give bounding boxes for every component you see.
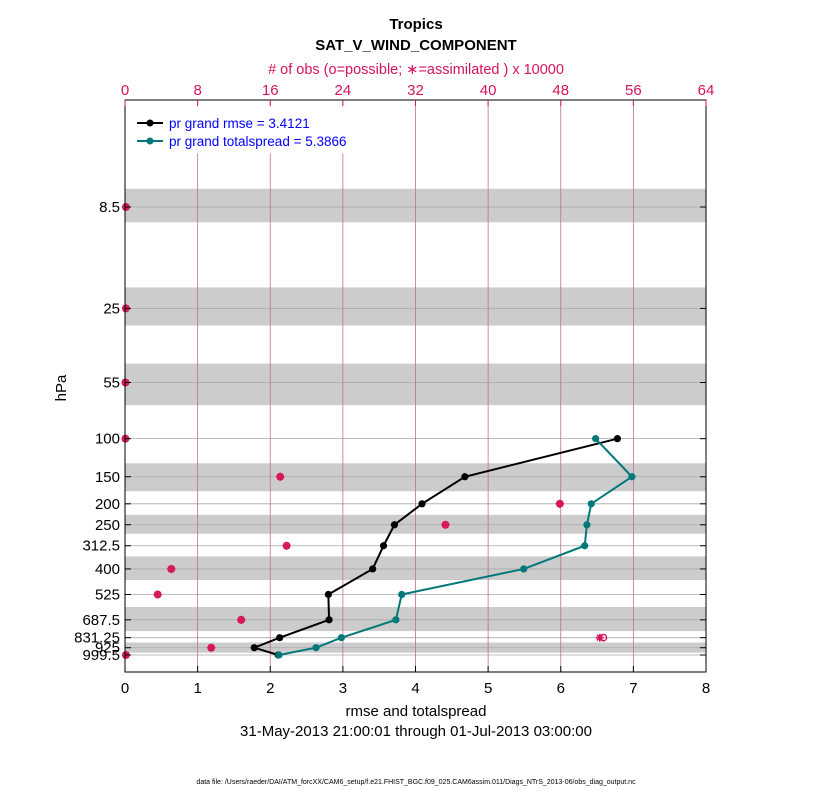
obs-assimilated-marker [555,499,564,508]
y-tick-label: 250 [95,517,120,534]
series-rmse-point [390,521,399,529]
y-tick-label: 8.5 [99,199,120,216]
series-spread-point [520,565,528,573]
legend-box [130,106,372,154]
obs-assimilated-marker [207,643,216,652]
series-rmse-point [369,565,377,573]
y-tick-label: 150 [95,469,120,486]
top-tick-label: 24 [335,82,352,99]
x-tick-label: 4 [411,680,419,697]
grid-lines [125,100,706,672]
x-tick-label: 3 [339,680,347,697]
x-tick-label: 6 [557,680,565,697]
x-tick-label: 0 [121,680,129,697]
series-rmse-point [276,634,284,642]
series-lines [250,435,636,659]
series-spread-point [312,644,320,652]
series-spread-point [581,542,589,550]
top-axis-label: # of obs (o=possible; ∗=assimilated ) x … [268,62,564,78]
series-spread-point [628,473,636,481]
y-tick-label: 687.5 [82,612,120,629]
top-tick-label: 40 [480,82,497,99]
obs-assimilated-marker [282,541,291,550]
top-tick-label: 0 [121,82,129,99]
y-tick-label: 525 [95,586,120,603]
series-spread-point [275,651,283,659]
series-spread-point [587,500,595,508]
chart-subtitle: SAT_V_WIND_COMPONENT [315,37,516,54]
obs-assimilated-marker [441,520,450,529]
series-spread-point [337,634,346,642]
obs-assimilated-marker [595,633,604,642]
x-tick-label: 7 [629,680,637,697]
obs-assimilated-marker [276,472,285,481]
y-tick-label: 200 [95,496,120,513]
series-rmse-point [613,435,621,443]
series-rmse-point [325,616,333,624]
obs-count-markers [121,203,608,659]
series-spread-point [392,616,400,624]
series-rmse-point [418,500,426,508]
legend: pr grand rmse = 3.4121 pr grand totalspr… [130,106,372,154]
top-tick-label: 48 [552,82,569,99]
y-axis-label: hPa [53,374,70,401]
y-tick-label: 25 [103,300,120,317]
y-tick-label: 100 [95,431,120,448]
y-tick-label: 999.5 [82,647,120,664]
x-tick-label: 2 [266,680,274,697]
series-spread-point [583,521,591,529]
legend-spread-label: pr grand totalspread = 5.3866 [169,134,347,149]
data-file-footer: data file: /Users/raeder/DAI/ATM_forcXX/… [196,779,636,786]
top-tick-label: 64 [698,82,715,99]
top-tick-label: 8 [193,82,201,99]
top-tick-label: 32 [407,82,424,99]
series-rmse-point [461,473,469,481]
x-tick-label: 1 [193,680,201,697]
axis-ticks: 0 1 2 3 4 5 6 7 80 8 16 24 32 40 48 56 648.5255510015020… [74,82,714,697]
x-tick-label: 5 [484,680,492,697]
obs-assimilated-marker [153,590,162,599]
series-spread-point [398,590,406,599]
top-tick-label: 16 [262,82,279,99]
series-rmse-point [250,644,258,652]
y-tick-label: 831.25 [74,630,120,647]
series-rmse-point [324,590,332,599]
date-range: 31-May-2013 21:00:01 through 01-Jul-2013… [240,723,592,740]
series-rmse-point [379,542,388,550]
y-tick-label: 925 [95,640,120,657]
legend-spread-marker [146,137,154,145]
obs-assimilated-marker [237,615,246,624]
legend-rmse-label: pr grand rmse = 3.4121 [169,116,310,131]
chart-title: Tropics [389,16,442,33]
obs-assimilated-marker [167,564,176,573]
series-spread-point [592,435,600,443]
top-tick-label: 56 [625,82,642,99]
y-tick-label: 55 [103,374,120,391]
legend-rmse-marker [146,119,154,127]
x-tick-label: 8 [702,680,710,697]
x-axis-label: rmse and totalspread [346,703,487,720]
y-tick-label: 400 [95,561,120,578]
y-tick-label: 312.5 [82,538,120,555]
